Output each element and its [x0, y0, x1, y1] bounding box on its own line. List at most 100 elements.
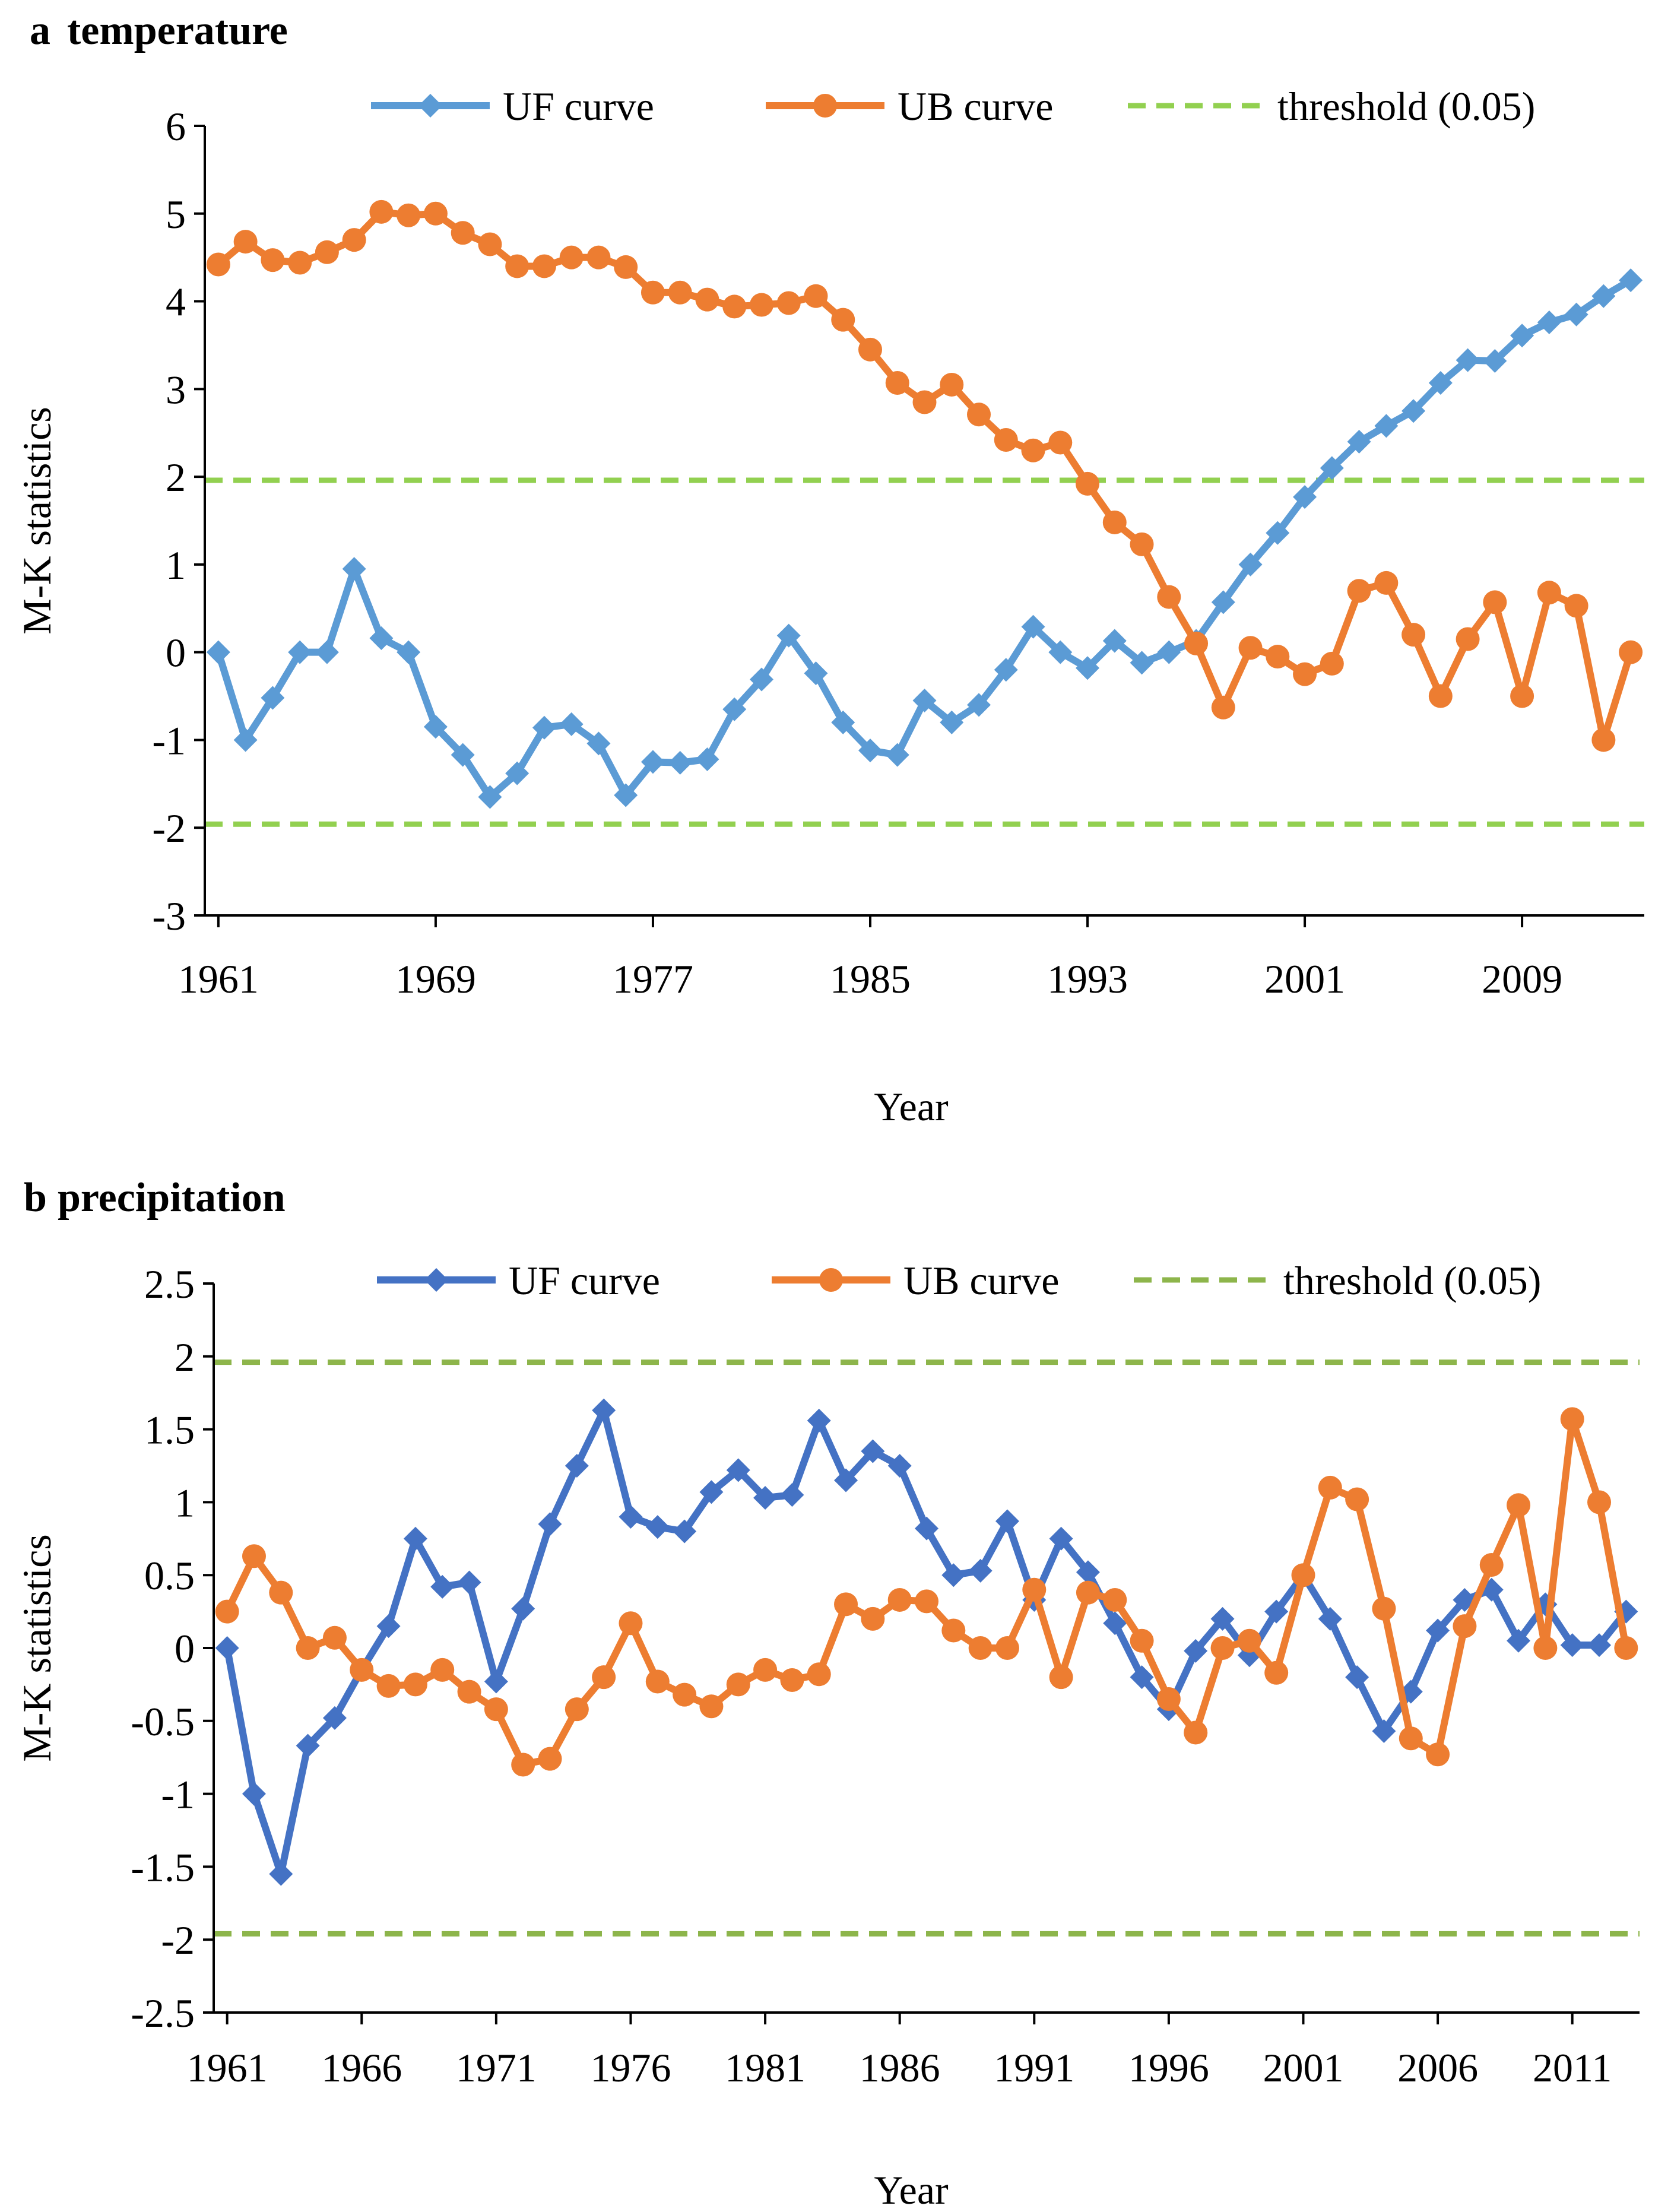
ub-point: [645, 1669, 670, 1694]
y-tick-label: -2: [152, 806, 186, 851]
x-tick-label: 1977: [613, 956, 693, 1002]
ub-point: [861, 1606, 885, 1631]
ub-point: [538, 1747, 562, 1771]
uf-point: [753, 1486, 778, 1510]
y-tick-label: 0.5: [144, 1553, 195, 1598]
ub-point: [699, 1694, 724, 1719]
ub-point: [1591, 728, 1616, 752]
ub-point: [1483, 590, 1507, 614]
uf-point: [1560, 1633, 1584, 1658]
legend-ub-label: UB curve: [903, 1258, 1059, 1303]
x-axis-label-b: Year: [874, 2167, 949, 2212]
y-tick-label: 2.5: [144, 1262, 195, 1307]
uf-point: [804, 661, 828, 686]
ub-point: [967, 403, 991, 427]
uf-point: [1293, 485, 1317, 509]
ub-point: [1453, 1614, 1477, 1639]
ub-point: [288, 251, 312, 275]
ub-point: [403, 1672, 427, 1697]
ub-point: [1211, 695, 1235, 720]
uf-point: [1266, 521, 1290, 545]
panel-b-precipitation: b precipitation UF curve UB curve threshold…: [14, 1175, 1640, 2212]
x-tick-label: 2011: [1533, 2045, 1612, 2090]
uf-point: [619, 1504, 643, 1529]
uf-point: [1587, 1633, 1612, 1658]
legend-uf-label: UF curve: [509, 1258, 660, 1303]
uf-point: [940, 710, 964, 734]
uf-point: [1428, 370, 1453, 395]
ub-point: [1102, 510, 1127, 534]
ub-point: [885, 370, 909, 395]
uf-point: [1347, 430, 1371, 454]
legend-uf-marker: [424, 1268, 448, 1292]
ub-point: [804, 284, 828, 308]
ub-point: [215, 1599, 239, 1624]
y-tick-label: 5: [166, 192, 186, 237]
ub-point: [242, 1544, 266, 1568]
uf-point: [1211, 590, 1235, 614]
ub-point: [1266, 645, 1290, 669]
uf-point: [592, 1398, 616, 1422]
x-axis-label-a: Year: [874, 1084, 949, 1129]
uf-point: [641, 750, 665, 774]
x-tick-label: 2009: [1482, 956, 1562, 1002]
x-tick-label: 1986: [860, 2045, 940, 2090]
ub-point: [858, 337, 882, 362]
y-tick-label: 2: [175, 1335, 195, 1380]
ub-point: [397, 203, 421, 227]
legend-a: UF curve UB curve threshold (0.05): [371, 84, 1535, 129]
ub-point: [1426, 1742, 1450, 1767]
ub-point: [1264, 1660, 1289, 1685]
ub-point: [206, 252, 230, 277]
ub-point: [1428, 684, 1453, 708]
uf-point: [423, 715, 448, 739]
uf-point: [484, 1669, 508, 1694]
uf-point: [1320, 456, 1344, 480]
y-tick-label: 4: [166, 280, 186, 325]
uf-point: [699, 1480, 724, 1504]
legend-uf-marker: [418, 94, 442, 118]
ub-point: [912, 390, 937, 414]
ub-point: [532, 254, 556, 278]
uf-point: [834, 1468, 858, 1492]
legend-b: UF curve UB curve threshold (0.05): [377, 1258, 1541, 1303]
panel-b-title: b precipitation: [24, 1175, 286, 1221]
y-tick-label: 3: [166, 367, 186, 412]
ub-point: [1587, 1490, 1612, 1514]
uf-point: [645, 1515, 670, 1539]
uf-point: [1264, 1599, 1289, 1624]
uf-point: [1564, 302, 1588, 327]
ub-point: [726, 1672, 750, 1697]
ub-point: [807, 1662, 831, 1687]
y-tick-label: 6: [166, 104, 186, 149]
uf-point: [369, 626, 394, 651]
x-tick-label: 1976: [590, 2045, 671, 2090]
uf-point: [261, 686, 285, 710]
ub-point: [1076, 1580, 1100, 1605]
x-tick-label: 2006: [1397, 2045, 1478, 2090]
x-tick-label: 1981: [725, 2045, 806, 2090]
ub-point: [1456, 627, 1480, 651]
legend-threshold-label: threshold (0.05): [1283, 1258, 1541, 1303]
uf-point: [776, 623, 801, 648]
ub-point: [261, 248, 285, 272]
uf-point: [614, 783, 638, 807]
uf-point: [1021, 614, 1045, 639]
ub-point: [1293, 662, 1317, 686]
uf-point: [206, 640, 230, 664]
uf-point: [559, 712, 584, 736]
uf-point: [726, 1458, 750, 1482]
uf-point: [1591, 284, 1616, 308]
uf-point: [885, 743, 909, 767]
uf-point: [1048, 640, 1073, 664]
x-tick-label: 1966: [321, 2045, 402, 2090]
ub-point: [722, 294, 747, 319]
uf-point: [1510, 324, 1534, 348]
uf-point: [376, 1614, 401, 1639]
y-tick-label: 0: [175, 1626, 195, 1671]
uf-point: [538, 1512, 562, 1536]
uf-point: [1456, 348, 1480, 372]
ub-point: [1564, 594, 1588, 618]
ub-point: [1184, 631, 1209, 655]
